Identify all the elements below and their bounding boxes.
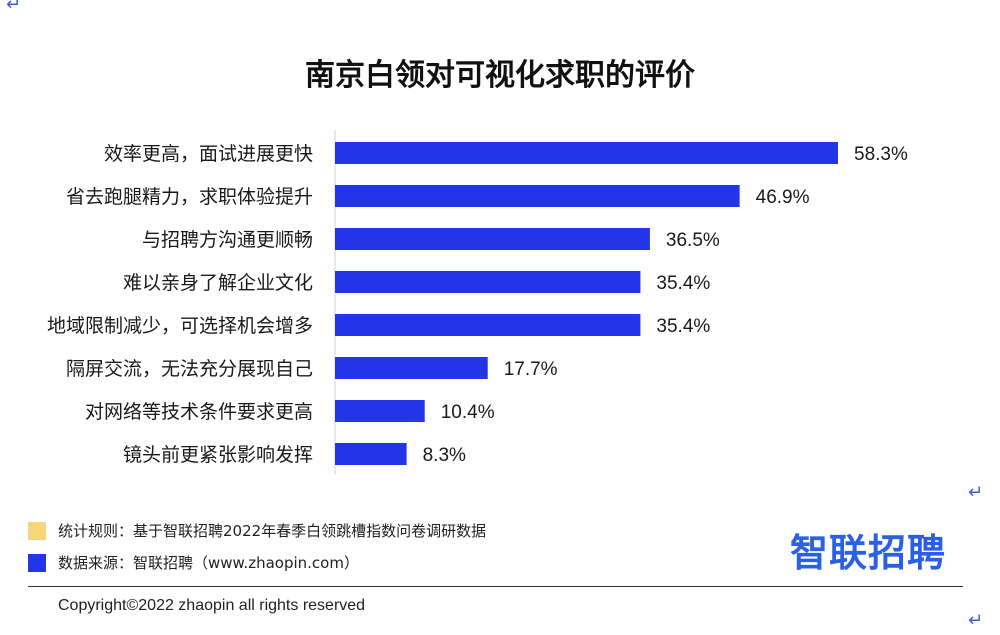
- data-label: 8.3%: [423, 445, 466, 466]
- footer-divider: [28, 586, 963, 587]
- category-label: 效率更高，面试进展更快: [104, 143, 313, 165]
- bar: [335, 443, 407, 465]
- rule-swatch: [28, 521, 46, 540]
- category-label: 难以亲身了解企业文化: [123, 272, 313, 294]
- bar-chart: 效率更高，面试进展更快 58.3% 省去跑腿精力，求职体验提升 46.9% 与招聘方沟通…: [47, 130, 908, 475]
- bar: [335, 185, 740, 207]
- bar: [335, 314, 641, 336]
- return-mark-icon: ↵: [6, 0, 22, 15]
- data-label: 36.5%: [666, 230, 720, 251]
- footer-rule-note: 统计规则：基于智联招聘2022年春季白领跳槽指数问卷调研数据: [28, 520, 486, 541]
- category-label: 对网络等技术条件要求更高: [85, 401, 313, 423]
- source-swatch: [28, 553, 46, 572]
- bar: [335, 228, 650, 250]
- footer-source-note: 数据来源：智联招聘（www.zhaopin.com）: [28, 552, 359, 573]
- return-mark-icon: ↵: [968, 610, 984, 631]
- bar: [335, 400, 425, 422]
- copyright-text: Copyright©2022 zhaopin all rights reserv…: [58, 597, 366, 614]
- data-label: 35.4%: [656, 273, 710, 294]
- rule-text: 统计规则：基于智联招聘2022年春季白领跳槽指数问卷调研数据: [58, 522, 487, 540]
- category-label: 地域限制减少，可选择机会增多: [47, 315, 313, 337]
- data-label: 58.3%: [854, 144, 908, 165]
- category-label: 与招聘方沟通更顺畅: [142, 229, 313, 251]
- bar: [335, 357, 488, 379]
- return-mark-icon: ↵: [968, 482, 984, 503]
- bar: [335, 271, 641, 293]
- category-label: 镜头前更紧张影响发挥: [123, 444, 313, 466]
- category-label: 隔屏交流，无法充分展现自己: [66, 358, 313, 380]
- data-label: 10.4%: [441, 402, 495, 423]
- data-label: 35.4%: [656, 316, 710, 337]
- data-label: 46.9%: [756, 187, 810, 208]
- category-label: 省去跑腿精力，求职体验提升: [66, 186, 313, 208]
- source-text: 数据来源：智联招聘（www.zhaopin.com）: [58, 554, 359, 572]
- zhaopin-logo: 智联招聘: [790, 531, 947, 575]
- data-label: 17.7%: [504, 359, 558, 380]
- bar: [335, 142, 838, 164]
- chart-title: 南京白领对可视化求职的评价: [305, 58, 695, 93]
